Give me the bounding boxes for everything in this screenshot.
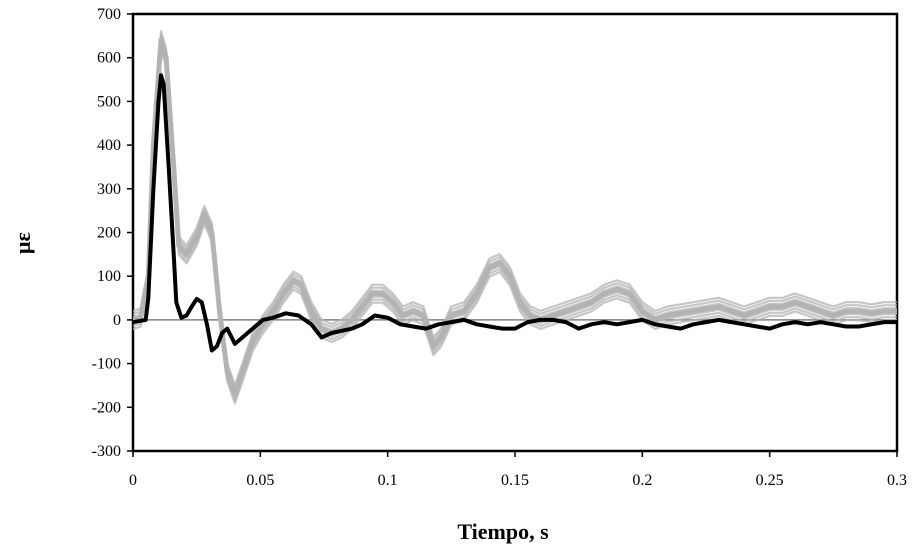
x-tick-label: 0.05	[246, 472, 274, 489]
y-tick-label: 600	[97, 50, 121, 67]
x-tick-label: 0.25	[756, 472, 784, 489]
x-tick-label: 0	[129, 472, 137, 489]
y-tick-label: 300	[97, 181, 121, 198]
x-tick-label: 0.3	[887, 472, 907, 489]
y-tick-label: 500	[97, 93, 121, 110]
y-tick-label: 200	[97, 225, 121, 242]
x-tick-label: 0.1	[378, 472, 398, 489]
x-tick-label: 0.15	[501, 472, 529, 489]
y-tick-label: -100	[92, 356, 121, 373]
plot-frame	[131, 12, 899, 453]
measured-series-line	[133, 36, 897, 393]
y-tick-label: -300	[92, 443, 121, 460]
x-tick-label: 0.2	[632, 472, 652, 489]
y-tick-label: 100	[97, 268, 121, 285]
measured-series-line	[133, 37, 897, 397]
y-axis-title: με	[10, 232, 35, 254]
x-tick-labels: 0 0.05 0.1 0.15 0.2 0.25 0.3	[129, 472, 907, 489]
y-tick-label: -200	[92, 399, 121, 416]
measured-series-line	[133, 42, 897, 399]
x-axis-title: Tiempo, s	[457, 519, 549, 544]
series-layer	[133, 30, 897, 405]
y-tick-label: 0	[113, 312, 121, 329]
y-tick-label: 400	[97, 137, 121, 154]
plot-area	[127, 12, 899, 457]
y-tick-label: 700	[97, 6, 121, 23]
reference-series-line	[133, 73, 897, 353]
y-tick-labels: 700 600 500 400 300 200 100 0 -100 -200 -300	[92, 6, 121, 460]
